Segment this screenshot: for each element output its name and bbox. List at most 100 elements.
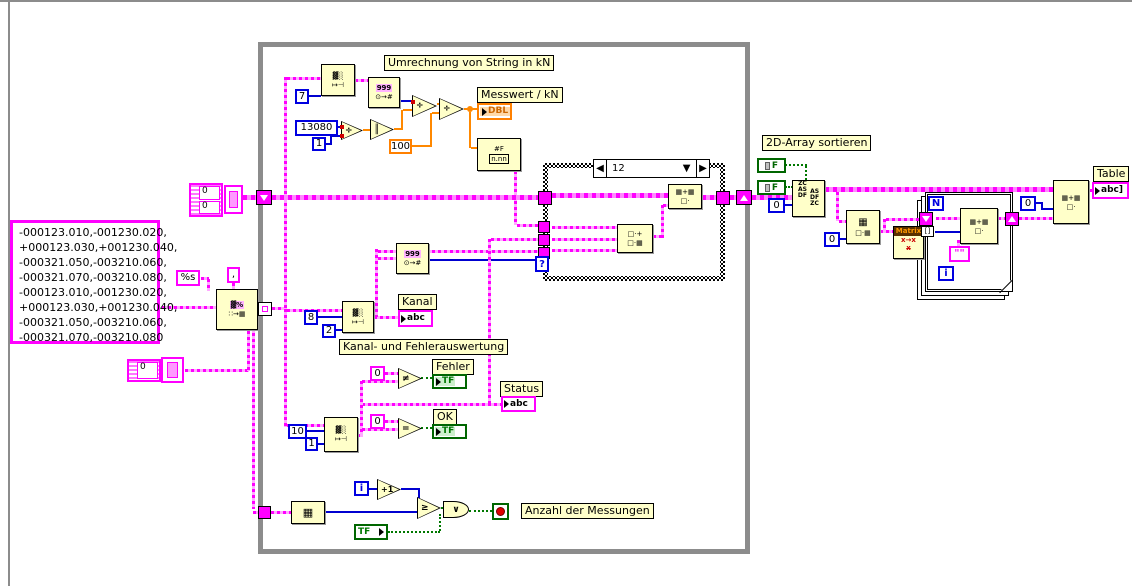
sort-glyph-right: AS DF ZC <box>810 188 820 207</box>
wire-size-gte <box>325 511 417 513</box>
wire-to-numfrac-h <box>471 147 478 149</box>
offset-constant-10[interactable]: 10 <box>288 424 307 439</box>
kanal-indicator[interactable]: abc <box>398 310 433 327</box>
index-array-icon[interactable]: ▦ □·▦ <box>846 210 880 244</box>
offset-constant-7[interactable]: 7 <box>295 89 309 104</box>
wire-junction-dot <box>467 106 473 112</box>
stop-terminal[interactable] <box>492 503 509 520</box>
empty-array-constant-2[interactable] <box>161 357 184 383</box>
for-shift-register-right[interactable] <box>1005 212 1019 226</box>
icon-glyph: ▓% <box>229 301 245 309</box>
sort-glyph-left: ZC AS DF <box>797 180 807 199</box>
case-menu-icon[interactable]: ▼ <box>682 163 691 174</box>
label-status: Status <box>500 381 544 397</box>
length-constant-2[interactable]: 2 <box>322 324 336 338</box>
case-next-icon[interactable]: ▶ <box>696 160 709 177</box>
zero-string-constant[interactable]: 0 <box>127 359 161 382</box>
zero-constant-fehler[interactable]: 0 <box>370 366 385 381</box>
cluster-element-1[interactable]: 0 <box>199 186 220 200</box>
for-tunnel-index[interactable]: [] <box>921 226 934 237</box>
cluster-constant[interactable]: 0 0 <box>189 183 223 217</box>
length-constant-1[interactable]: 1 <box>305 437 318 451</box>
wire-or-stop <box>469 510 492 512</box>
zero-constant-insert[interactable]: 0 <box>1020 196 1036 211</box>
shift-register-left[interactable] <box>256 190 272 205</box>
shift-register-right[interactable] <box>736 190 752 205</box>
constant-13080[interactable]: 13080 <box>295 120 338 136</box>
table-indicator[interactable]: abc] <box>1092 182 1129 199</box>
icon-glyph: ∷→▦ <box>228 310 246 318</box>
for-iteration-terminal[interactable]: i <box>938 266 954 281</box>
case-selector-value[interactable]: 12 ▼ <box>607 160 696 177</box>
status-indicator[interactable]: abc <box>501 396 536 412</box>
boolean-control-terminal[interactable]: TF <box>354 524 388 540</box>
number-to-fractional-string-icon[interactable]: #F n.nn <box>477 138 521 171</box>
wire-one1 <box>326 143 332 145</box>
indicator-arrow-icon <box>401 314 406 323</box>
wire-recip1 <box>394 128 403 130</box>
empty-array-constant-1[interactable] <box>224 185 243 214</box>
delimiter-constant[interactable]: , <box>227 267 240 283</box>
insert-into-array-icon-for[interactable]: ▦+▦ □· <box>960 208 998 244</box>
tunnel-array-bottom[interactable] <box>258 506 271 519</box>
icon-glyph: ↦⊣ <box>335 435 347 443</box>
constant-100[interactable]: 100 <box>389 139 412 154</box>
icon-glyph: ▓░ <box>332 71 344 80</box>
icon-glyph: ▦ <box>302 506 314 519</box>
or-glyph: ∨ <box>452 504 460 515</box>
spreadsheet-string-to-array-icon[interactable]: ▓% ∷→▦ <box>216 289 258 330</box>
fehler-indicator[interactable]: TF <box>432 374 467 389</box>
boolean-knob-icon <box>764 161 770 170</box>
or-function[interactable]: ∨ <box>443 501 469 518</box>
constant-1[interactable]: 1 <box>312 137 326 151</box>
case-structure[interactable] <box>543 163 725 281</box>
label-kanal: Kanal <box>398 294 437 310</box>
cluster-element-2[interactable]: 0 <box>199 200 220 214</box>
case-tunnel-messwert[interactable] <box>538 221 550 233</box>
wire-kanal-v <box>375 249 378 317</box>
false-constant-2[interactable]: F <box>757 180 786 195</box>
ok-indicator[interactable]: TF <box>432 424 467 439</box>
decimal-string-to-number-icon-1[interactable]: 999 ⊙→# <box>368 77 400 108</box>
empty-string-constant[interactable]: "" <box>949 246 970 262</box>
case-selector[interactable]: ◀ 12 ▼ ▶ <box>593 159 710 178</box>
tf-type: TF <box>442 376 455 386</box>
zero-constant-index[interactable]: 0 <box>824 232 840 247</box>
tunnel-string-in[interactable] <box>258 302 272 316</box>
format-string-constant[interactable]: %s <box>176 270 200 286</box>
wire-to-neq <box>362 380 398 383</box>
string-subset-icon-3[interactable]: ▓░ ↦⊣ <box>324 417 358 452</box>
array-size-icon[interactable]: ▦ <box>291 501 325 524</box>
messwert-indicator[interactable]: DBL <box>477 103 512 120</box>
zero-string-value[interactable]: 0 <box>137 362 158 379</box>
decimal-string-to-number-icon-2[interactable]: 999 ⊙→# <box>396 243 429 274</box>
zero-constant-ok[interactable]: 0 <box>370 414 385 429</box>
sort-2d-array-icon[interactable]: ZC AS DF AS DF ZC <box>792 180 825 217</box>
case-tunnel-status[interactable] <box>538 234 550 246</box>
insert-into-array-icon-case[interactable]: ▦+▦ □· <box>668 184 702 209</box>
string-subset-icon-2[interactable]: ▓░ ↦⊣ <box>342 301 374 333</box>
transpose-matrix-icon[interactable]: Matrix x→x x <box>893 226 924 259</box>
wire-insert-in <box>663 204 668 207</box>
wire-build-v <box>661 205 664 238</box>
case-selector-terminal[interactable]: ? <box>535 256 549 272</box>
count-terminal[interactable]: N <box>928 196 944 211</box>
wire-sort-out <box>825 187 1053 192</box>
iteration-terminal[interactable]: i <box>354 481 369 496</box>
insert-into-array-icon-final[interactable]: ▦+▦ □· <box>1053 180 1089 224</box>
measurement-string-constant[interactable]: -000123.010,-001230.020, +000123.030,+00… <box>10 220 177 344</box>
case-tunnel-array-out[interactable] <box>716 191 730 205</box>
array-element <box>229 190 238 209</box>
dbl-type: DBL <box>488 106 509 116</box>
false-constant-1[interactable]: F <box>757 158 786 173</box>
case-tunnel-array-in[interactable] <box>538 191 552 205</box>
string-subset-icon-1[interactable]: ▓░ ↦⊣ <box>321 64 355 96</box>
wire-to-subset1 <box>287 77 321 80</box>
zero-constant-sort[interactable]: 0 <box>768 198 785 213</box>
icon-glyph: ▦+▦ <box>1061 193 1081 202</box>
build-array-icon[interactable]: □·+ □·▦ <box>617 224 653 253</box>
case-prev-icon[interactable]: ◀ <box>594 160 607 177</box>
while-loop[interactable] <box>258 42 750 554</box>
for-shift-register-left[interactable] <box>919 212 933 226</box>
offset-constant-8[interactable]: 8 <box>304 310 318 325</box>
